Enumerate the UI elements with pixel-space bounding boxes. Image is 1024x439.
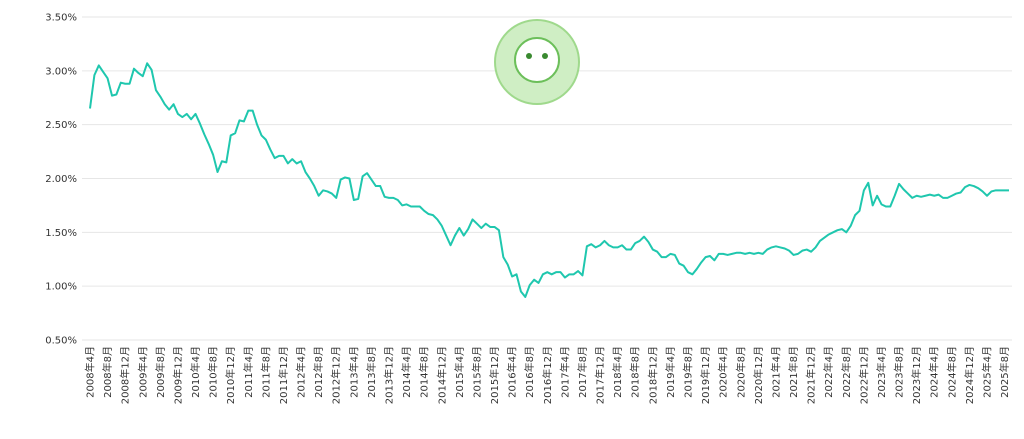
x-tick-label: 2012年8月 bbox=[312, 346, 325, 398]
x-tick-label: 2022年12月 bbox=[857, 346, 870, 404]
y-tick-label: 1.00% bbox=[45, 282, 77, 293]
x-tick-label: 2009年8月 bbox=[154, 346, 167, 398]
x-tick-label: 2015年12月 bbox=[488, 346, 501, 404]
x-tick-label: 2013年4月 bbox=[347, 346, 360, 398]
x-tick-label: 2022年8月 bbox=[840, 346, 853, 398]
x-tick-label: 2023年4月 bbox=[875, 346, 888, 398]
x-tick-label: 2013年12月 bbox=[383, 346, 396, 404]
x-tick-label: 2020年8月 bbox=[734, 346, 747, 398]
y-tick-label: 2.50% bbox=[45, 120, 77, 131]
x-tick-label: 2019年8月 bbox=[682, 346, 695, 398]
x-tick-label: 2015年8月 bbox=[470, 346, 483, 398]
logo bbox=[494, 19, 580, 105]
x-tick-label: 2014年12月 bbox=[435, 346, 448, 404]
x-tick-label: 2010年8月 bbox=[207, 346, 220, 398]
x-tick-label: 2018年4月 bbox=[611, 346, 624, 398]
x-tick-label: 2017年8月 bbox=[576, 346, 589, 398]
x-tick-label: 2008年12月 bbox=[119, 346, 132, 404]
x-tick-label: 2010年12月 bbox=[224, 346, 237, 404]
x-tick-label: 2008年4月 bbox=[84, 346, 97, 398]
y-tick-label: 2.00% bbox=[45, 174, 77, 185]
x-tick-label: 2025年4月 bbox=[981, 346, 994, 398]
x-tick-label: 2011年8月 bbox=[259, 346, 272, 398]
x-tick-label: 2024年4月 bbox=[928, 346, 941, 398]
x-tick-label: 2010年4月 bbox=[189, 346, 202, 398]
x-tick-label: 2012年12月 bbox=[330, 346, 343, 404]
x-tick-label: 2024年8月 bbox=[945, 346, 958, 398]
x-tick-label: 2021年12月 bbox=[805, 346, 818, 404]
x-tick-label: 2023年8月 bbox=[893, 346, 906, 398]
y-tick-label: 3.50% bbox=[45, 13, 77, 24]
x-tick-label: 2019年12月 bbox=[699, 346, 712, 404]
x-tick-label: 2018年12月 bbox=[646, 346, 659, 404]
x-tick-label: 2009年4月 bbox=[136, 346, 149, 398]
x-tick-label: 2011年12月 bbox=[277, 346, 290, 404]
x-tick-label: 2020年12月 bbox=[752, 346, 765, 404]
x-tick-label: 2016年12月 bbox=[541, 346, 554, 404]
x-tick-label: 2014年4月 bbox=[400, 346, 413, 398]
x-tick-label: 2009年12月 bbox=[171, 346, 184, 404]
x-tick-label: 2012年4月 bbox=[295, 346, 308, 398]
x-tick-label: 2008年8月 bbox=[101, 346, 114, 398]
y-tick-label: 1.50% bbox=[45, 228, 77, 239]
x-tick-label: 2017年4月 bbox=[558, 346, 571, 398]
x-tick-label: 2013年8月 bbox=[365, 346, 378, 398]
line bbox=[89, 62, 1009, 298]
x-tick-label: 2022年4月 bbox=[822, 346, 835, 398]
x-tick-label: 2020年4月 bbox=[717, 346, 730, 398]
x-tick-label: 2025年8月 bbox=[998, 346, 1011, 398]
x-tick-label: 2011年4月 bbox=[242, 346, 255, 398]
x-tick-label: 2024年12月 bbox=[963, 346, 976, 404]
x-tick-label: 2021年8月 bbox=[787, 346, 800, 398]
x-tick-label: 2015年4月 bbox=[453, 346, 466, 398]
x-tick-label: 2019年4月 bbox=[664, 346, 677, 398]
x-tick-label: 2016年4月 bbox=[506, 346, 519, 398]
y-tick-label: 3.00% bbox=[45, 66, 77, 77]
y-tick-label: 0.50% bbox=[45, 336, 77, 347]
x-tick-label: 2018年8月 bbox=[629, 346, 642, 398]
x-tick-label: 2014年8月 bbox=[418, 346, 431, 398]
x-tick-label: 2016年8月 bbox=[523, 346, 536, 398]
x-tick-label: 2021年4月 bbox=[769, 346, 782, 398]
x-tick-label: 2017年12月 bbox=[594, 346, 607, 404]
x-tick-label: 2023年12月 bbox=[910, 346, 923, 404]
